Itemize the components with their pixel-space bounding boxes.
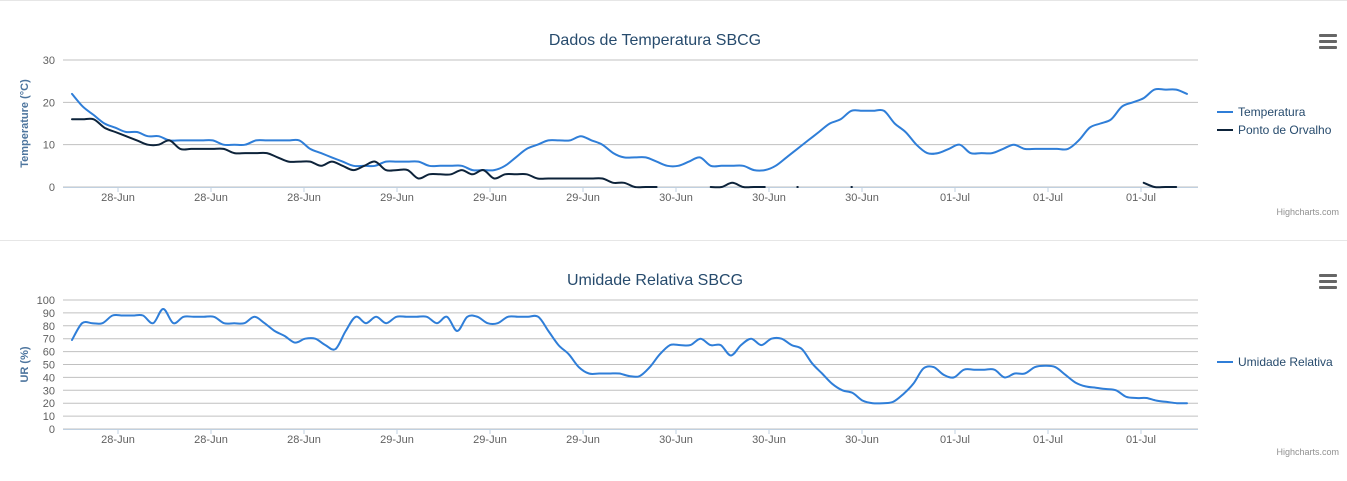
x-tick-label: 01-Jul — [1033, 434, 1063, 446]
x-tick-label: 29-Jun — [380, 192, 414, 204]
y-tick-label: 60 — [43, 347, 55, 359]
y-tick-label: 90 — [43, 308, 55, 320]
credits-link[interactable]: Highcharts.com — [1276, 447, 1339, 457]
x-tick-label: 01-Jul — [940, 434, 970, 446]
y-tick-label: 30 — [43, 55, 55, 67]
x-tick-label: 30-Jun — [659, 434, 693, 446]
credits-link[interactable]: Highcharts.com — [1276, 207, 1339, 217]
x-tick-label: 28-Jun — [194, 434, 228, 446]
temperature-chart-panel: Dados de Temperatura SBCG 0 10 20 30 28-Jun 28… — [0, 0, 1347, 217]
x-tick-label: 01-Jul — [940, 192, 970, 204]
y-tick-label: 50 — [43, 360, 55, 372]
x-tick-label: 29-Jun — [566, 192, 600, 204]
y-tick-label: 20 — [43, 97, 55, 109]
series-line-temperatura — [71, 87, 1188, 172]
x-tick-label: 30-Jun — [845, 192, 879, 204]
y-tick-label: 80 — [43, 321, 55, 333]
humidity-chart: Umidade Relativa SBCG 0102030405060708090… — [19, 272, 1333, 446]
x-tick-label: 01-Jul — [1126, 192, 1156, 204]
x-tick-label: 28-Jun — [287, 192, 321, 204]
x-tick-label: 28-Jun — [101, 192, 135, 204]
legend-item-label[interactable]: Temperatura — [1238, 105, 1306, 119]
series-line-ponto-de-orvalho — [71, 117, 1178, 189]
y-tick-label: 30 — [43, 385, 55, 397]
x-tick-label: 28-Jun — [194, 192, 228, 204]
x-tick-label: 30-Jun — [752, 192, 786, 204]
chart-menu-icon[interactable] — [1319, 34, 1337, 50]
temperature-chart: Dados de Temperatura SBCG 0 10 20 30 28-Jun 28… — [19, 32, 1332, 204]
x-tick-label: 29-Jun — [566, 434, 600, 446]
x-tick-label: 29-Jun — [473, 192, 507, 204]
y-tick-label: 20 — [43, 398, 55, 410]
x-tick-label: 30-Jun — [845, 434, 879, 446]
chart-menu-icon[interactable] — [1319, 274, 1337, 290]
legend-item-label[interactable]: Ponto de Orvalho — [1238, 123, 1332, 137]
x-tick-label: 01-Jul — [1033, 192, 1063, 204]
x-tick-label: 28-Jun — [287, 434, 321, 446]
y-tick-label: 40 — [43, 372, 55, 384]
chart-title: Dados de Temperatura SBCG — [549, 32, 761, 49]
y-tick-label: 0 — [49, 182, 55, 194]
legend-item-label[interactable]: Umidade Relativa — [1238, 355, 1333, 369]
x-tick-label: 01-Jul — [1126, 434, 1156, 446]
y-axis-label: Temperature (°C) — [19, 79, 31, 168]
humidity-chart-panel: Umidade Relativa SBCG 0 10 20 30 40 50 60 70 80 90… — [0, 240, 1347, 481]
y-tick-label: 100 — [37, 295, 55, 307]
series-line-umidade-relativa — [71, 308, 1188, 405]
x-tick-label: 28-Jun — [101, 434, 135, 446]
y-tick-label: 0 — [49, 424, 55, 436]
y-tick-label: 10 — [43, 140, 55, 152]
chart-title: Umidade Relativa SBCG — [567, 272, 743, 289]
x-tick-label: 29-Jun — [473, 434, 507, 446]
y-tick-label: 70 — [43, 334, 55, 346]
y-axis-label: UR (%) — [19, 346, 31, 382]
x-tick-label: 30-Jun — [659, 192, 693, 204]
y-tick-label: 10 — [43, 411, 55, 423]
x-tick-label: 29-Jun — [380, 434, 414, 446]
x-tick-label: 30-Jun — [752, 434, 786, 446]
